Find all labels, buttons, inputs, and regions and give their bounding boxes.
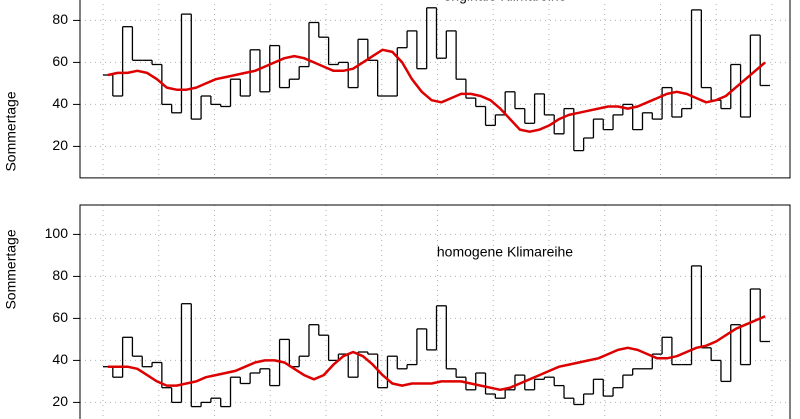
step-connector [112,265,761,407]
smooth-line [107,48,766,133]
panel-title: homogene Klimareihe [437,244,573,260]
y-tick-label: 40 [52,95,68,111]
y-tick-label: 80 [52,11,68,27]
plot-frame [79,0,791,179]
y-tick-label: 100 [45,225,69,241]
plot-area [103,265,770,408]
plot-frame [79,204,791,419]
plot-area [103,7,770,152]
y-tick-label: 20 [52,393,68,409]
y-tick-label: 80 [52,267,68,283]
smooth-line [107,315,766,392]
panel-title: originale Klimareihe [444,0,567,4]
y-tick-label: 20 [52,137,68,153]
step-connector [112,7,761,151]
y-tick-label: 60 [52,53,68,69]
y-tick-label: 60 [52,309,68,325]
panel: 20 40 60 80 100 Sommertage homogene Klimareihe [3,204,791,419]
y-axis-label: Sommertage [3,91,19,171]
y-tick-label: 40 [52,351,68,367]
y-axis-label: Sommertage [3,229,19,309]
panel: 20 40 60 80 Sommertage originale Klimareihe [3,0,791,179]
